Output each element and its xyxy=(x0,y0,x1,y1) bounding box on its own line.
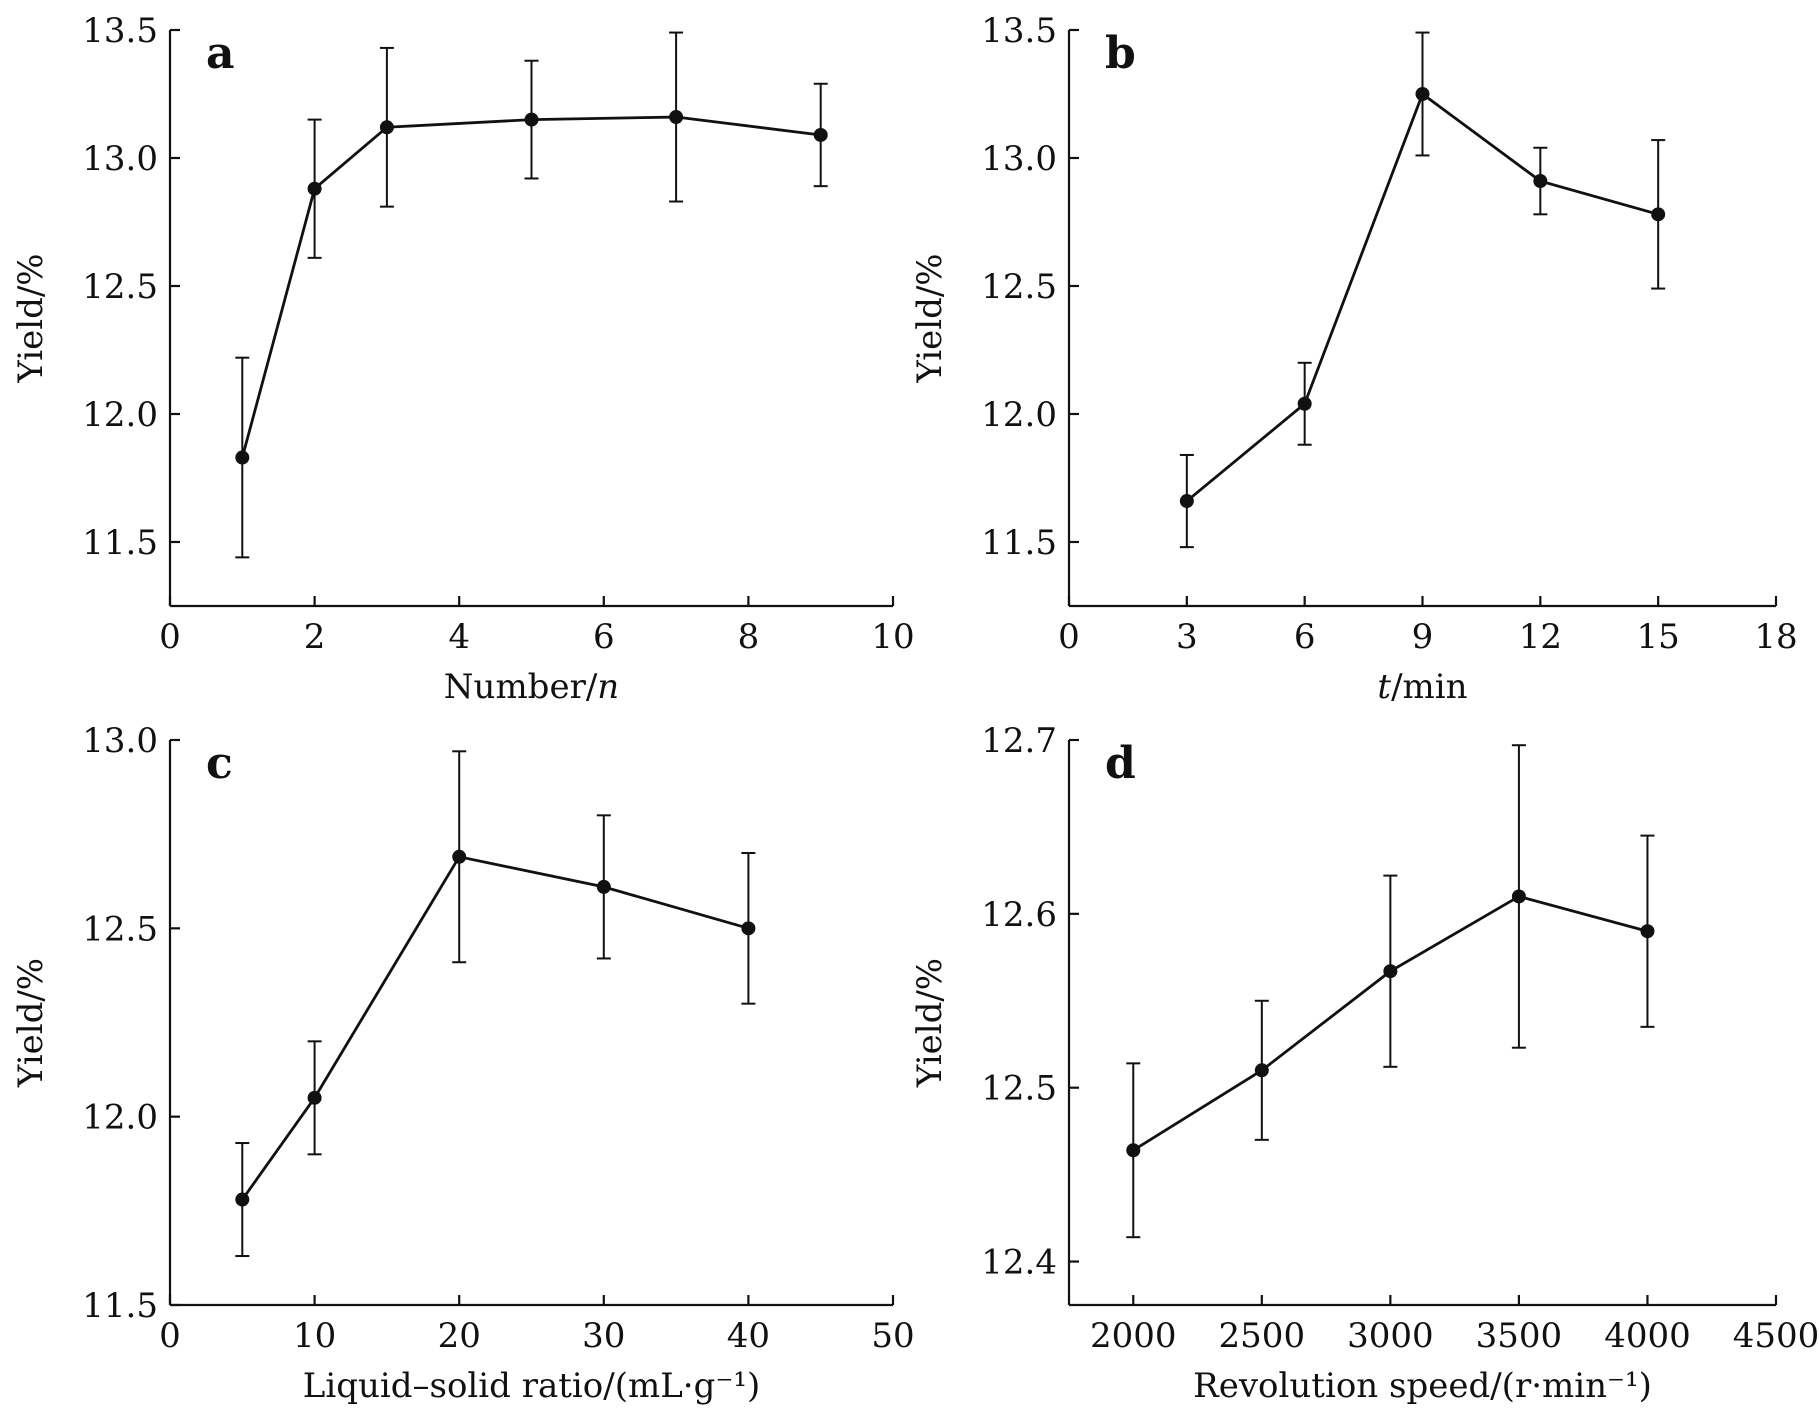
data-point xyxy=(307,1090,322,1105)
y-tick-label: 13.0 xyxy=(82,139,158,179)
data-point xyxy=(1640,924,1655,939)
y-tick-label: 12.0 xyxy=(981,395,1057,435)
panel-a: 0 2 4 6 8 10 11.5 12.0 12.5 13.0 13.5 a Number/n Yiel… xyxy=(11,11,915,707)
data-point xyxy=(596,879,611,894)
x-tick-label: 30 xyxy=(582,1316,625,1356)
x-axis-title: Number/n xyxy=(444,667,619,707)
data-point xyxy=(1179,494,1194,509)
y-tick-label: 13.5 xyxy=(82,11,158,51)
y-tick-label: 12.7 xyxy=(981,721,1057,761)
panel-d: 2000 2500 3000 3500 4000 4500 12.4 12.5 12.6 12.7… xyxy=(910,721,1819,1406)
x-axis-title: Revolution speed/(r·min⁻¹) xyxy=(1193,1366,1652,1406)
x-axis-title: Liquid–solid ratio/(mL·g⁻¹) xyxy=(303,1366,760,1406)
y-tick-label: 13.0 xyxy=(82,721,158,761)
y-tick-label: 12.5 xyxy=(981,1069,1057,1109)
x-tick-label: 20 xyxy=(438,1316,481,1356)
data-point xyxy=(235,450,250,465)
data-point xyxy=(1511,889,1526,904)
x-tick-label: 8 xyxy=(738,617,760,657)
x-tick-label: 2500 xyxy=(1219,1316,1306,1356)
panel-b: 0 3 6 9 12 15 18 11.5 12.0 12.5 13.0 13.5 b t/min Yiel… xyxy=(910,11,1798,707)
x-axis-title: t/min xyxy=(1377,667,1467,707)
x-tick-label: 3500 xyxy=(1476,1316,1563,1356)
x-tick-label: 6 xyxy=(1294,617,1316,657)
x-tick-label: 9 xyxy=(1412,617,1434,657)
data-point xyxy=(452,849,467,864)
x-tick-label: 50 xyxy=(871,1316,914,1356)
panel-label: d xyxy=(1105,738,1136,789)
data-point xyxy=(379,120,394,135)
x-tick-label: 40 xyxy=(727,1316,770,1356)
x-tick-label: 4 xyxy=(448,617,470,657)
x-tick-label: 6 xyxy=(593,617,615,657)
x-tick-label: 3000 xyxy=(1347,1316,1434,1356)
data-point xyxy=(1383,964,1398,979)
x-tick-label: 2 xyxy=(304,617,326,657)
y-axis-title: Yield/% xyxy=(910,958,950,1088)
x-tick-label: 10 xyxy=(871,617,914,657)
data-point xyxy=(813,127,828,142)
y-tick-label: 13.0 xyxy=(981,139,1057,179)
x-tick-label: 10 xyxy=(293,1316,336,1356)
panel-c: 0 10 20 30 40 50 11.5 12.0 12.5 13.0 c Liquid–solid… xyxy=(11,721,915,1406)
data-point xyxy=(1297,396,1312,411)
data-point xyxy=(669,110,684,125)
data-point xyxy=(524,112,539,127)
y-tick-label: 12.5 xyxy=(981,267,1057,307)
x-tick-label: 0 xyxy=(159,617,181,657)
x-tick-label: 2000 xyxy=(1090,1316,1177,1356)
x-tick-label: 4000 xyxy=(1604,1316,1691,1356)
data-point xyxy=(1415,87,1430,101)
data-point xyxy=(235,1192,250,1207)
data-point xyxy=(1254,1063,1269,1078)
data-point xyxy=(1126,1143,1141,1158)
data-point xyxy=(1533,174,1548,189)
y-tick-label: 12.6 xyxy=(981,895,1057,935)
data-point xyxy=(741,921,756,936)
y-tick-label: 12.5 xyxy=(82,267,158,307)
data-point xyxy=(307,181,322,196)
x-tick-label: 15 xyxy=(1637,617,1680,657)
y-tick-label: 12.5 xyxy=(82,909,158,949)
y-axis-title: Yield/% xyxy=(11,958,51,1088)
x-tick-label: 0 xyxy=(159,1316,181,1356)
panel-label: b xyxy=(1105,28,1136,79)
y-tick-label: 12.0 xyxy=(82,1098,158,1138)
panel-label: a xyxy=(206,28,235,79)
y-tick-label: 11.5 xyxy=(82,1286,158,1326)
x-tick-label: 3 xyxy=(1176,617,1198,657)
x-tick-label: 18 xyxy=(1754,617,1797,657)
series-line xyxy=(240,115,821,458)
y-tick-label: 11.5 xyxy=(82,523,158,563)
data-point xyxy=(1651,207,1666,222)
y-tick-label: 13.5 xyxy=(981,11,1057,51)
panel-label: c xyxy=(206,738,233,789)
x-tick-label: 12 xyxy=(1519,617,1562,657)
y-axis-title: Yield/% xyxy=(910,253,950,383)
series-line xyxy=(241,855,749,1201)
x-tick-label: 0 xyxy=(1058,617,1080,657)
y-tick-label: 11.5 xyxy=(981,523,1057,563)
y-tick-label: 12.0 xyxy=(82,395,158,435)
y-tick-label: 12.4 xyxy=(981,1243,1057,1283)
x-tick-label: 4500 xyxy=(1733,1316,1819,1356)
y-axis-title: Yield/% xyxy=(11,253,51,383)
